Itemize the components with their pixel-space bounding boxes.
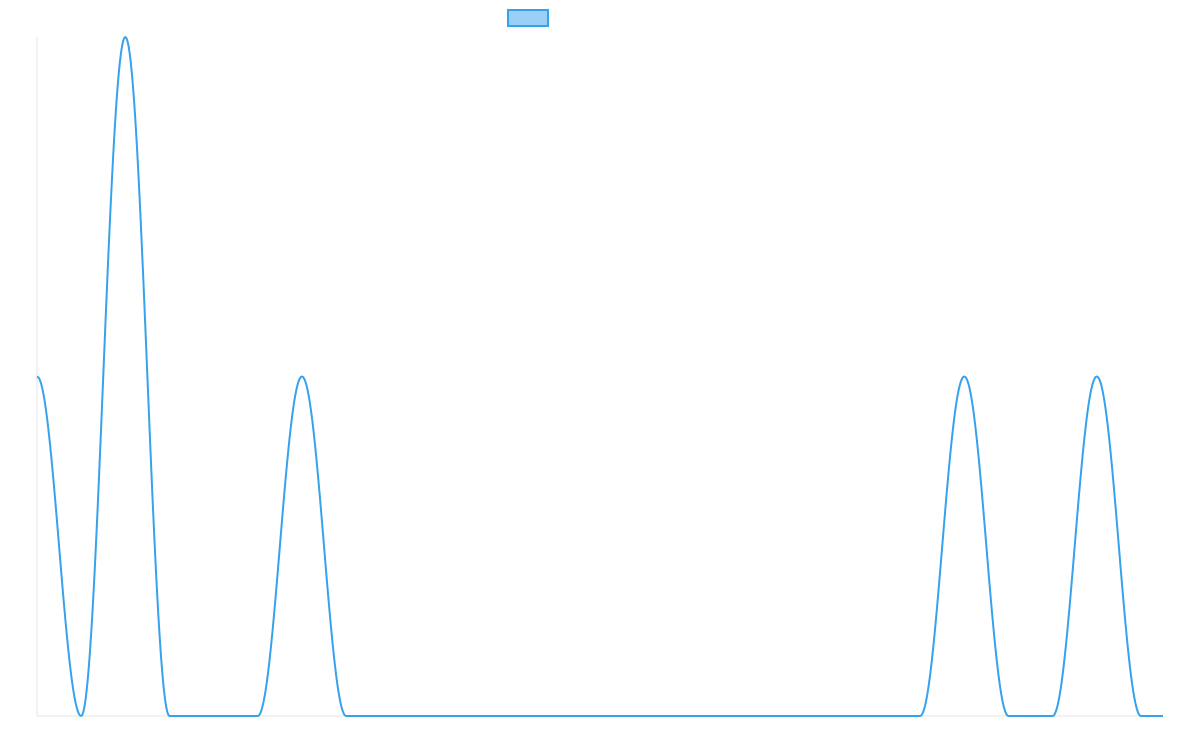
series-layer bbox=[36, 36, 1163, 717]
series-line-0 bbox=[36, 36, 1163, 717]
legend[interactable] bbox=[507, 9, 549, 27]
legend-swatch-0[interactable] bbox=[507, 9, 549, 27]
axes bbox=[36, 37, 1163, 717]
